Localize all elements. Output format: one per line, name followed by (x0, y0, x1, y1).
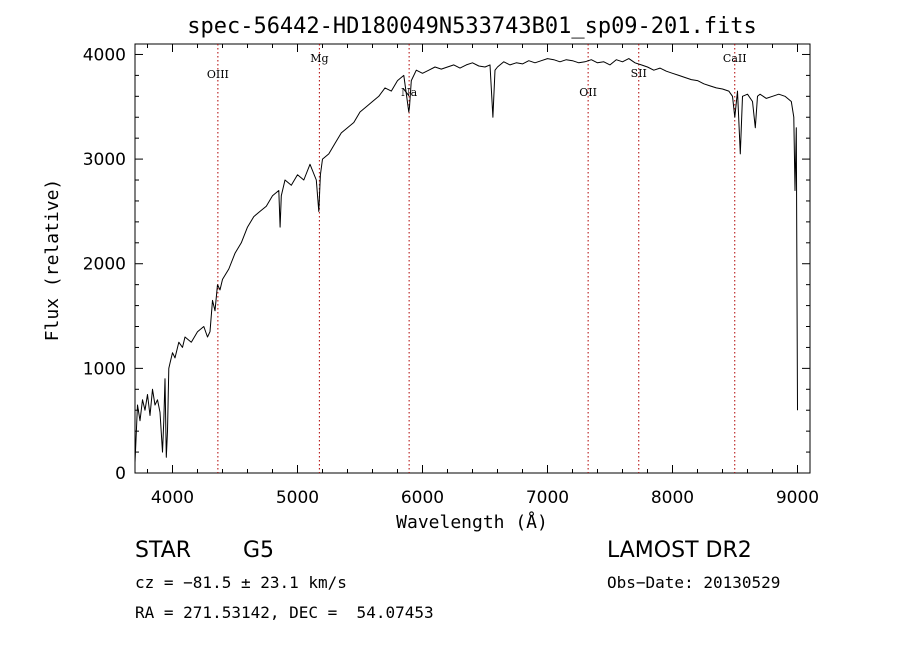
redshift-velocity: cz = −81.5 ± 23.1 km/s (135, 573, 347, 592)
y-axis-ticks: 0 1000 2000 3000 4000 (83, 45, 810, 484)
x-axis-label: Wavelength (Å) (396, 511, 548, 533)
observation-date: Obs−Date: 20130529 (607, 573, 781, 592)
line-marker-label: OIII (207, 68, 229, 81)
spectrum-series (134, 58, 798, 463)
spectrum-line (134, 58, 798, 463)
line-marker-label: SII (631, 67, 647, 80)
x-tick-label: 4000 (151, 488, 194, 508)
line-marker-label: CaII (723, 52, 747, 65)
coordinates: RA = 271.53142, DEC = 54.07453 (135, 603, 434, 622)
y-tick-label: 4000 (83, 45, 126, 65)
plot-frame (134, 43, 811, 474)
x-tick-label: 7000 (526, 488, 569, 508)
x-tick-label: 9000 (776, 488, 819, 508)
line-marker-label: OII (579, 86, 597, 99)
line-marker-label: Na (401, 86, 418, 99)
object-class: STAR (135, 538, 192, 563)
x-tick-label: 6000 (401, 488, 444, 508)
survey-name: LAMOST DR2 (607, 538, 752, 563)
spectrum-chart: spec-56442-HD180049N533743B01_sp09-201.f… (42, 14, 819, 533)
chart-title: spec-56442-HD180049N533743B01_sp09-201.f… (187, 14, 757, 39)
x-tick-label: 8000 (651, 488, 694, 508)
emission-line-markers: OIII Mg Na OII SII CaII (207, 44, 747, 473)
line-marker-label: Mg (310, 52, 328, 65)
x-axis-ticks: 4000 5000 6000 7000 8000 9000 (147, 44, 819, 508)
y-tick-label: 1000 (83, 359, 126, 379)
y-axis-label: Flux (relative) (42, 179, 63, 342)
object-subclass: G5 (243, 538, 275, 563)
y-tick-label: 3000 (83, 150, 126, 170)
x-tick-label: 5000 (276, 488, 319, 508)
y-tick-label: 0 (115, 464, 126, 484)
y-tick-label: 2000 (83, 255, 126, 275)
